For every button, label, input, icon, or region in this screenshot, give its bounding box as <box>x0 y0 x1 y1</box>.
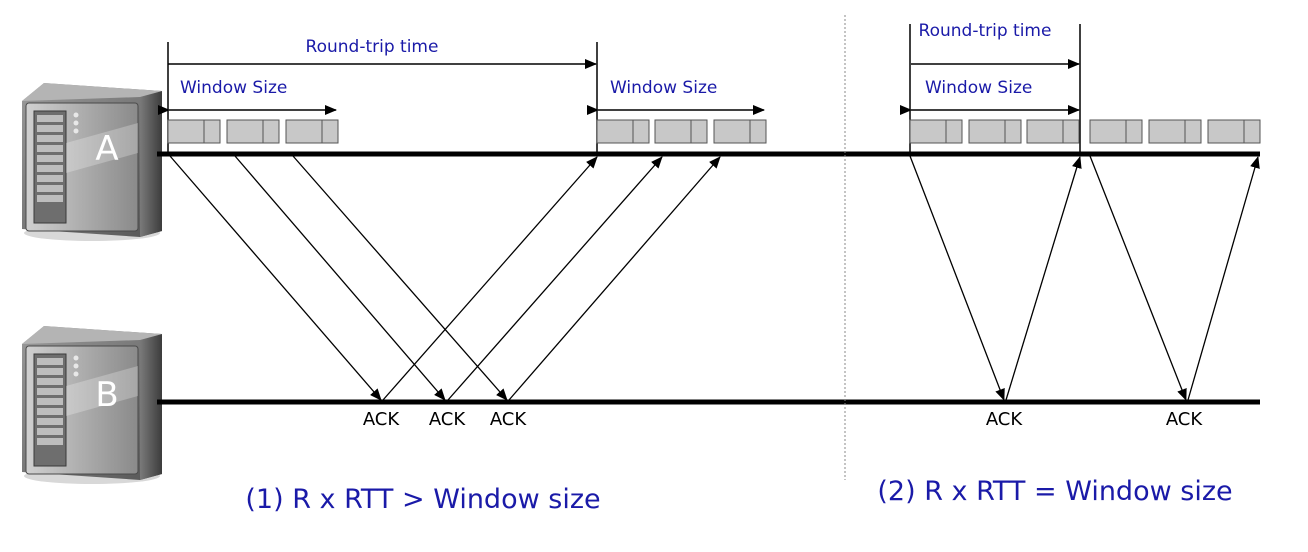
packet <box>968 119 1022 144</box>
rtt-label-left: Round-trip time <box>306 37 439 57</box>
packet <box>713 119 767 144</box>
packet <box>226 119 280 144</box>
ack-label-left-1: ACK <box>363 409 401 430</box>
data-arrow <box>169 155 382 401</box>
ack-arrow <box>1187 156 1260 401</box>
caption-case-1: (1) R x RTT > Window size <box>245 484 600 515</box>
window-label-left-2: Window Size <box>610 78 717 98</box>
packet <box>1207 119 1261 144</box>
host-a-label: A <box>95 129 118 169</box>
packet <box>909 119 963 144</box>
ack-label-right-2: ACK <box>1166 409 1204 430</box>
window-label-left-1: Window Size <box>180 78 287 98</box>
packet <box>1089 119 1143 144</box>
packet <box>654 119 708 144</box>
rtt-label-right: Round-trip time <box>919 21 1052 41</box>
packet <box>1148 119 1202 144</box>
packet-group-left-2 <box>596 119 767 144</box>
ack-label-left-3: ACK <box>490 409 528 430</box>
packet <box>596 119 650 144</box>
server-b-icon <box>21 325 163 485</box>
ack-label-right-1: ACK <box>986 409 1024 430</box>
data-arrow <box>292 155 508 401</box>
ack-arrow <box>447 156 663 401</box>
packet-group-right-1 <box>909 119 1080 144</box>
server-a-icon <box>21 82 163 242</box>
ack-label-left-2: ACK <box>429 409 467 430</box>
data-arrow <box>909 155 1005 401</box>
data-arrow <box>234 155 446 401</box>
packet-group-right-2 <box>1089 119 1261 144</box>
ack-arrow <box>382 156 598 401</box>
host-b-label: B <box>95 375 118 415</box>
ack-arrow <box>508 156 721 401</box>
ack-arrow <box>1005 156 1082 401</box>
data-arrow <box>1089 155 1187 401</box>
packet-group-left-1 <box>167 119 339 144</box>
packet <box>1026 119 1080 144</box>
window-label-right: Window Size <box>925 78 1032 98</box>
packet <box>167 119 221 144</box>
packet <box>285 119 339 144</box>
caption-case-2: (2) R x RTT = Window size <box>877 476 1232 507</box>
